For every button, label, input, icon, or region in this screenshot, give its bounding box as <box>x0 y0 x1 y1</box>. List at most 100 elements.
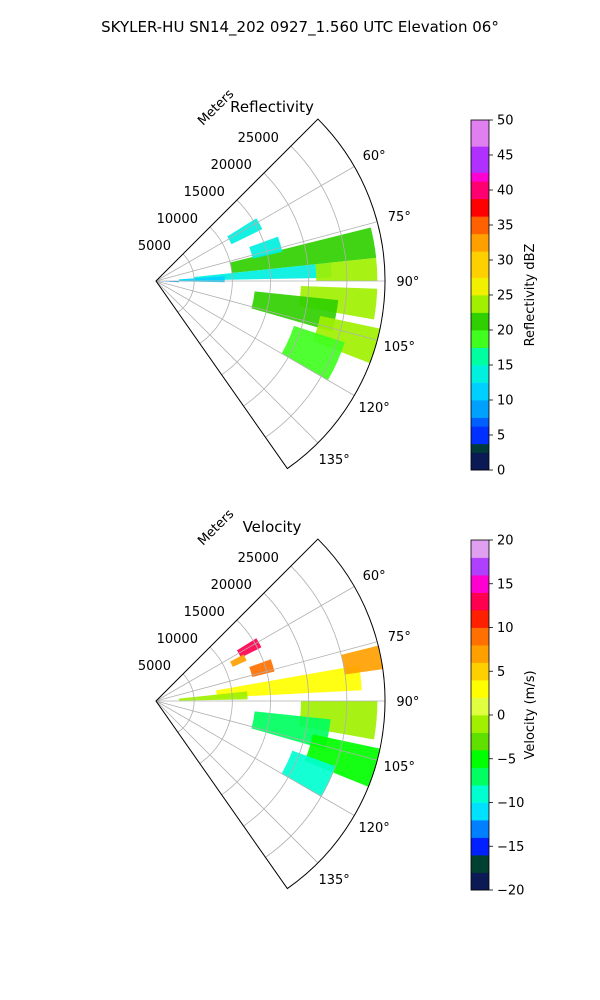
colorbar-segment <box>471 741 489 751</box>
colorbar-tick-label: 10 <box>497 394 514 409</box>
data-region <box>249 659 275 677</box>
azimuth-line <box>155 641 378 702</box>
colorbar-tick-label: 25 <box>497 289 514 304</box>
colorbar-segment <box>471 417 489 427</box>
colorbar-segment <box>471 715 489 725</box>
colorbar-tick-label: 15 <box>497 359 514 374</box>
colorbar-segment <box>471 198 489 208</box>
colorbar-segment <box>471 618 489 628</box>
azimuth-tick-label: 75° <box>388 210 411 225</box>
colorbar-segment <box>471 706 489 716</box>
colorbar-segment <box>471 592 489 602</box>
colorbar-segment <box>471 181 489 191</box>
colorbar-segment <box>471 268 489 278</box>
azimuth-line <box>155 280 355 396</box>
range-tick-label: 25000 <box>238 551 279 566</box>
colorbar-segment <box>471 461 489 471</box>
colorbar-segment <box>471 688 489 698</box>
data-region <box>298 286 378 320</box>
colorbar-segment <box>471 120 489 130</box>
colorbar-tick-label: 50 <box>497 114 514 129</box>
reflectivity-panel: Reflectivity500010000150002000025000Mete… <box>138 87 538 479</box>
colorbar-segment <box>471 373 489 383</box>
colorbar-segment <box>471 251 489 261</box>
colorbar-segment <box>471 548 489 558</box>
colorbar-tick-label: 30 <box>497 254 514 269</box>
azimuth-tick-label: 120° <box>358 821 389 836</box>
colorbar-segment <box>471 426 489 436</box>
colorbar-segment <box>471 662 489 672</box>
colorbar-segment <box>471 697 489 707</box>
colorbar-segment <box>471 820 489 830</box>
range-ring <box>199 646 233 764</box>
colorbar-segment <box>471 636 489 646</box>
azimuth-line <box>155 280 319 444</box>
azimuth-line <box>155 700 319 864</box>
colorbar-tick-label: 5 <box>497 665 505 680</box>
range-tick-label: 20000 <box>211 578 252 593</box>
colorbar-segment <box>471 137 489 147</box>
azimuth-line <box>155 700 378 761</box>
colorbar-segment <box>471 303 489 313</box>
range-tick-label: 5000 <box>138 659 171 674</box>
data-region <box>216 665 362 698</box>
colorbar-segment <box>471 382 489 392</box>
colorbar-segment <box>471 400 489 410</box>
azimuth-tick-label: 135° <box>318 873 349 888</box>
range-tick-label: 5000 <box>138 239 171 254</box>
colorbar-segment <box>471 356 489 366</box>
data-region <box>230 654 247 667</box>
azimuth-tick-label: 90° <box>396 695 419 710</box>
data-region <box>251 711 331 750</box>
azimuth-tick-label: 60° <box>363 569 386 584</box>
colorbar-segment <box>471 881 489 891</box>
colorbar-tick-label: 35 <box>497 219 514 234</box>
colorbar-segment <box>471 557 489 567</box>
range-ring <box>243 592 310 827</box>
colorbar-segment <box>471 233 489 243</box>
colorbar-segment <box>471 863 489 873</box>
colorbar-segment <box>471 758 489 768</box>
colorbar-segment <box>471 671 489 681</box>
azimuth-tick-label: 60° <box>363 149 386 164</box>
colorbar-segment <box>471 855 489 865</box>
colorbar-segment <box>471 225 489 235</box>
colorbar-segment <box>471 242 489 252</box>
colorbar-segment <box>471 391 489 401</box>
colorbar-segment <box>471 645 489 655</box>
azimuth-tick-label: 90° <box>396 275 419 290</box>
colorbar-tick-label: 15 <box>497 577 514 592</box>
colorbar-segment <box>471 653 489 663</box>
colorbar-segment <box>471 128 489 138</box>
colorbar-segment <box>471 785 489 795</box>
colorbar-segment <box>471 793 489 803</box>
colorbar-segment <box>471 338 489 348</box>
colorbar-segment <box>471 732 489 742</box>
colorbar-segment <box>471 146 489 156</box>
colorbar-tick-label: 40 <box>497 184 514 199</box>
range-ring <box>243 172 310 407</box>
colorbar-tick-label: −15 <box>497 840 524 855</box>
colorbar-segment <box>471 566 489 576</box>
colorbar-segment <box>471 540 489 550</box>
colorbar-segment <box>471 767 489 777</box>
range-tick-label: 15000 <box>184 185 225 200</box>
colorbar-segment <box>471 286 489 296</box>
colorbar-segment <box>471 680 489 690</box>
colorbar-segment <box>471 583 489 593</box>
range-tick-label: 15000 <box>184 605 225 620</box>
range-ring <box>265 565 348 858</box>
colorbar-segment <box>471 627 489 637</box>
colorbar-segment <box>471 207 489 217</box>
colorbar-label: Velocity (m/s) <box>523 670 538 759</box>
range-ring <box>221 199 271 376</box>
colorbar-segment <box>471 277 489 287</box>
colorbar-tick-label: 20 <box>497 534 514 549</box>
colorbar-segment <box>471 575 489 585</box>
colorbar-segment <box>471 435 489 445</box>
range-tick-label: 20000 <box>211 158 252 173</box>
colorbar-segment <box>471 723 489 733</box>
colorbar-segment <box>471 610 489 620</box>
